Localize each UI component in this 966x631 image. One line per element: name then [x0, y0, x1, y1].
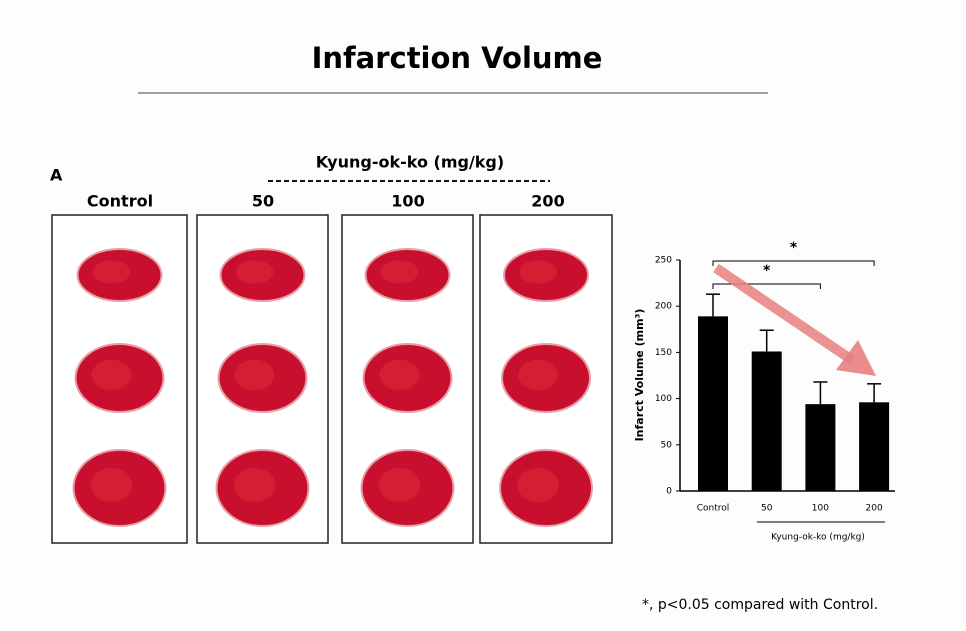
bar: [698, 316, 728, 491]
y-tick-label: 50: [661, 440, 673, 450]
bar-chart: 0 50 100 150 200 250 Infarct Volume (mm³) Contr…: [633, 240, 895, 543]
bar: [751, 351, 782, 491]
y-tick-label: 250: [655, 256, 672, 266]
significance-label: *: [790, 240, 798, 256]
x-tick-label: Control: [697, 504, 730, 514]
slice-highlight: [90, 467, 133, 503]
group-label: Kyung-ok-ko (mg/kg): [316, 153, 504, 172]
slice-highlight: [518, 359, 558, 391]
title: Infarction Volume: [312, 41, 603, 75]
footnote: *, p<0.05 compared with Control.: [642, 597, 878, 613]
column-label: 100: [391, 192, 424, 211]
x-group-label: Kyung-ok-ko (mg/kg): [771, 533, 865, 543]
slice-highlight: [92, 260, 131, 284]
x-tick-label: 100: [812, 504, 829, 514]
slice-highlight: [91, 359, 132, 391]
slice-highlight: [233, 467, 276, 503]
significance-label: *: [763, 263, 771, 279]
x-tick-label: 50: [761, 504, 773, 514]
column-label: Control: [87, 192, 153, 211]
y-tick-label: 200: [655, 302, 672, 312]
column-label: 50: [252, 192, 274, 211]
slice-highlight: [235, 260, 274, 284]
column-label: 200: [531, 192, 564, 211]
significance-bracket: [712, 260, 875, 266]
slice-highlight: [378, 467, 421, 503]
slice-highlight: [234, 359, 275, 391]
brain-slices: [51, 214, 613, 544]
significance-bracket: [712, 283, 821, 289]
bar: [859, 402, 890, 491]
slice-highlight: [380, 260, 419, 284]
bar: [805, 404, 836, 491]
trend-arrow: [713, 263, 855, 365]
trend-arrowhead: [836, 340, 876, 376]
y-tick-label: 0: [666, 487, 672, 497]
slice-highlight: [517, 467, 559, 503]
panel-label: A: [50, 166, 63, 185]
slice-highlight: [519, 260, 557, 284]
x-tick-label: 200: [866, 504, 883, 514]
y-axis-label: Infarct Volume (mm³): [633, 309, 646, 442]
y-tick-label: 100: [655, 394, 672, 404]
y-tick-label: 150: [655, 348, 672, 358]
slice-highlight: [379, 359, 420, 391]
